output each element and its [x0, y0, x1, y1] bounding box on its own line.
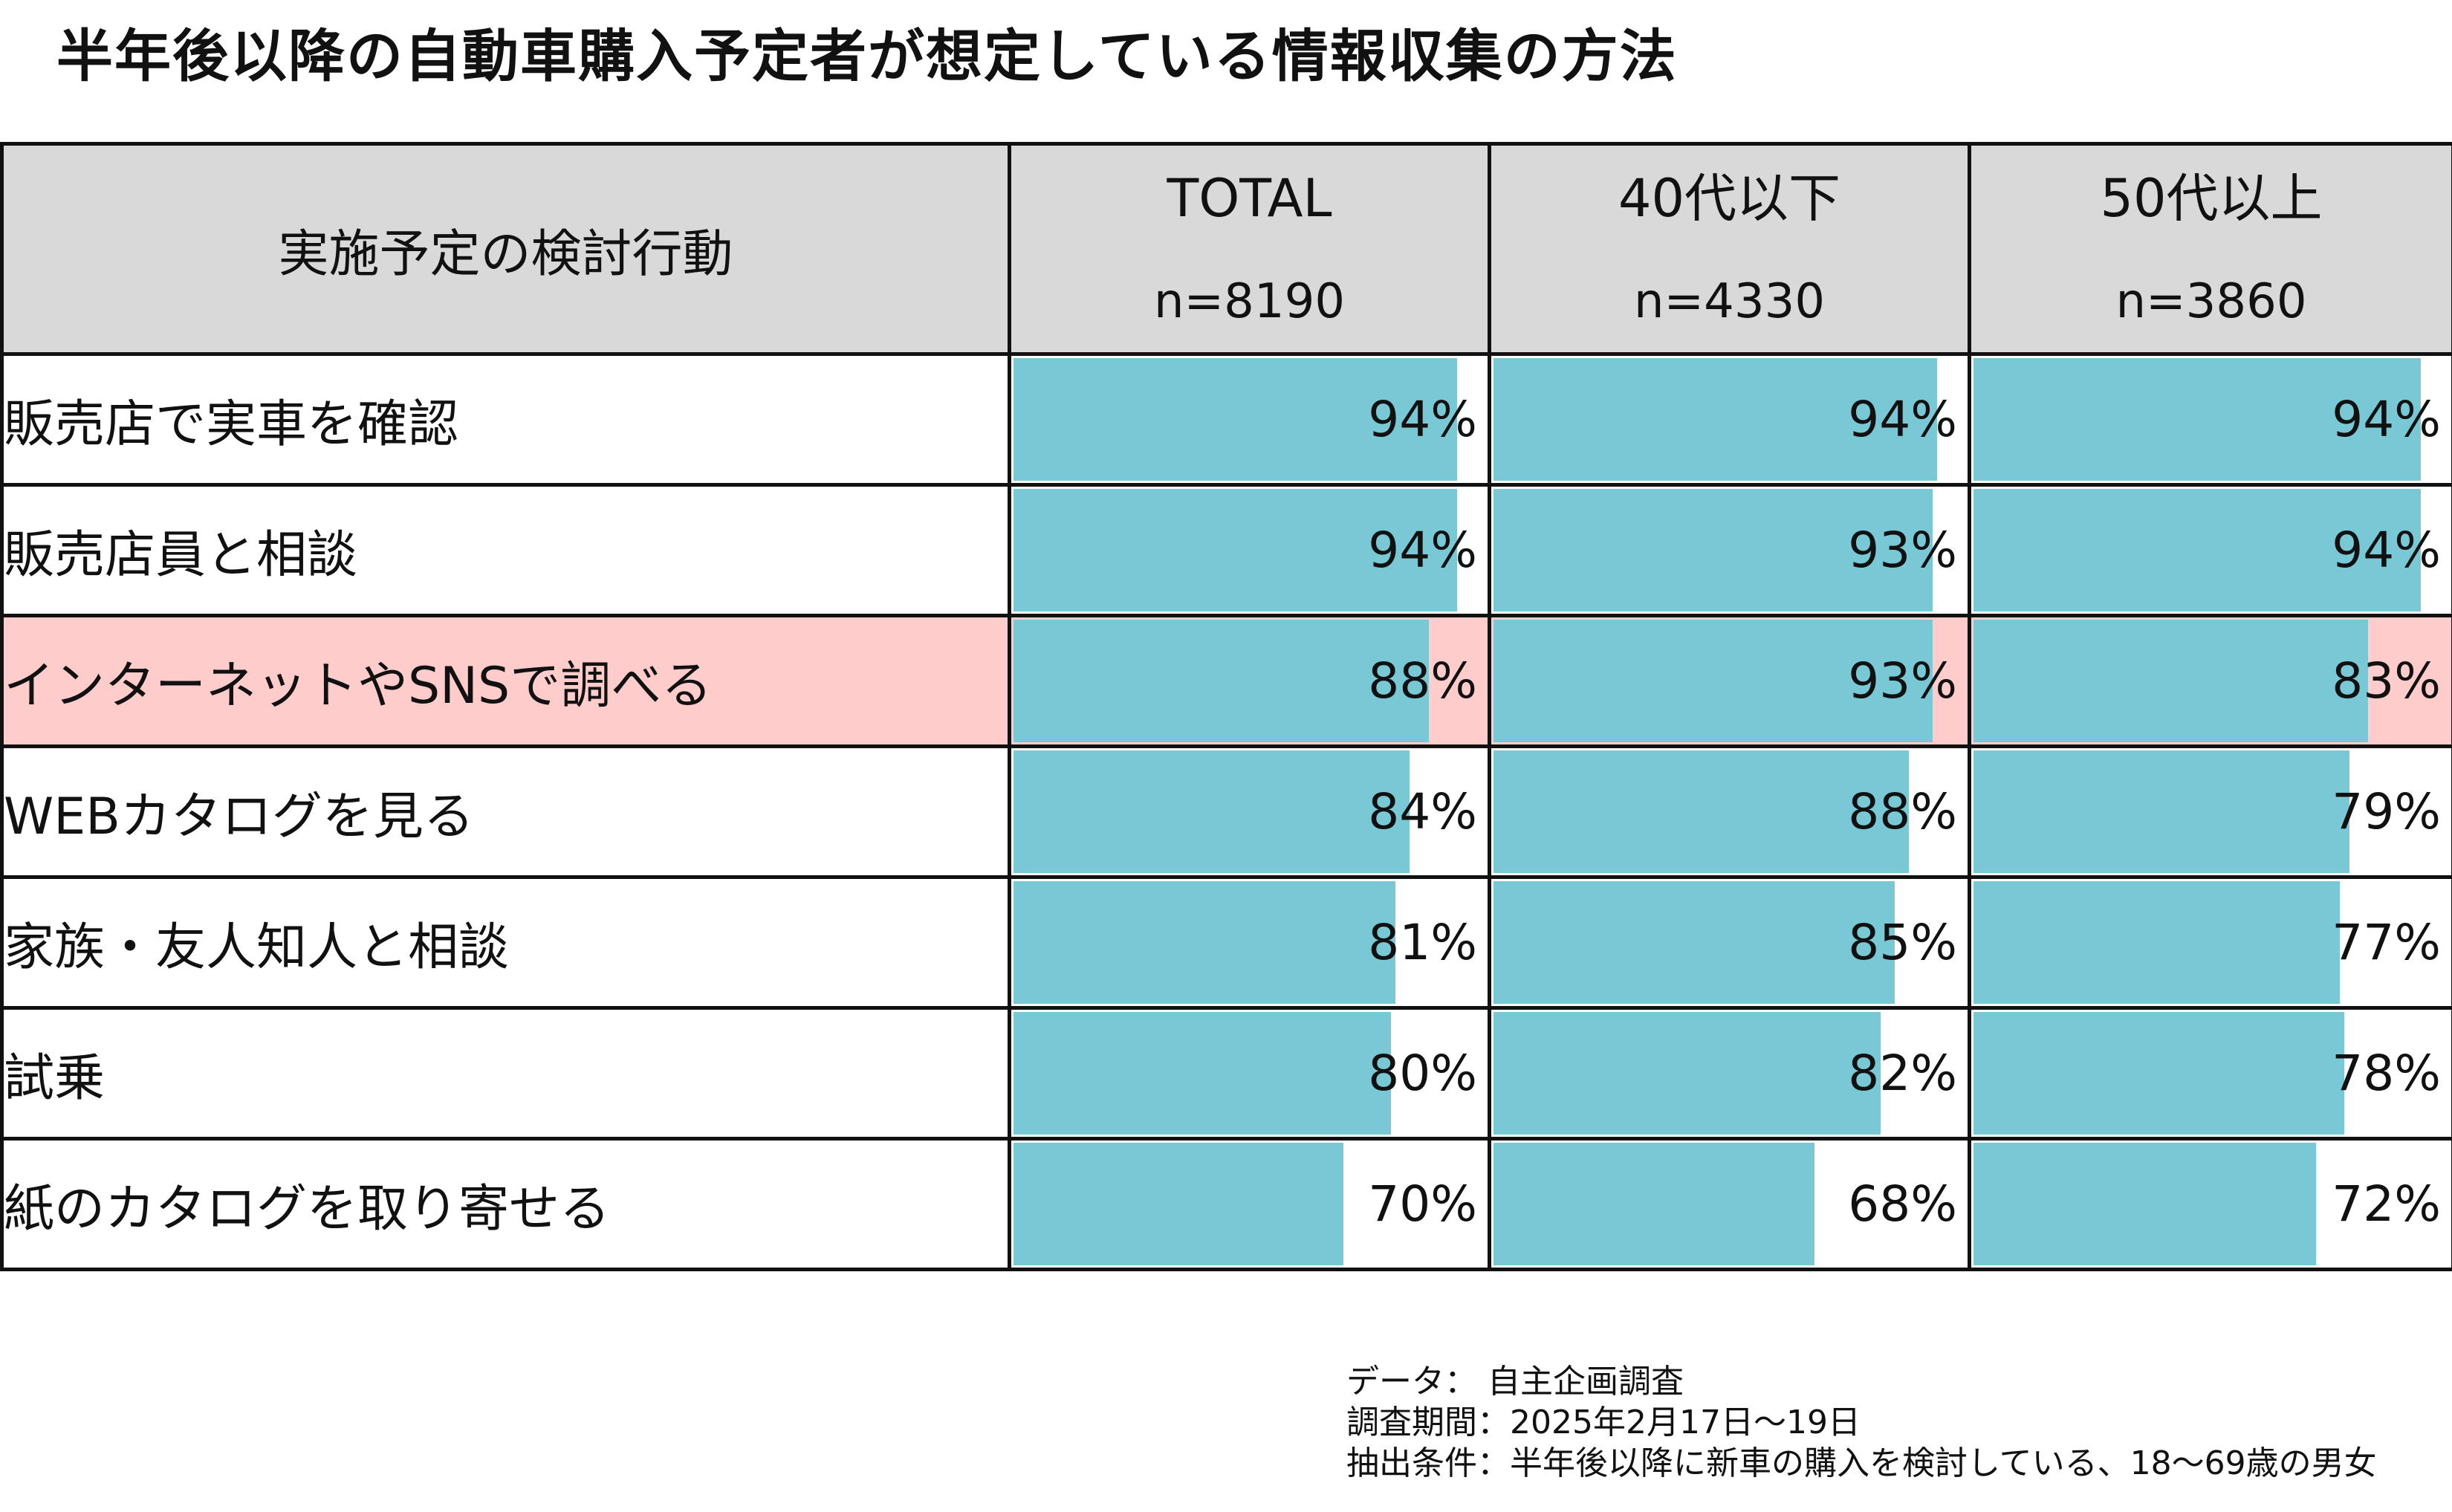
bar	[1493, 489, 1933, 611]
bar	[1973, 1143, 2316, 1265]
bar	[1973, 1012, 2345, 1135]
bar	[1013, 620, 1429, 742]
data-label: 93%	[1848, 521, 1957, 579]
bar	[1973, 881, 2340, 1004]
bar	[1973, 358, 2421, 481]
group-n: n=8190	[1153, 274, 1346, 329]
bar	[1493, 1012, 1881, 1135]
bar-cell: 70%	[1008, 1137, 1491, 1271]
header-row: 実施予定の検討行動 TOTAL n=8190 40代以下 n=4330 50代以…	[0, 142, 2452, 356]
table-row: 販売店員と相談 94% 93% 94%	[0, 483, 2452, 617]
group-header-40s-under: 40代以下 n=4330	[1488, 142, 1971, 356]
table-row: 試乗 80% 82% 78%	[0, 1006, 2452, 1141]
bar	[1973, 750, 2349, 873]
bar-cell: 93%	[1488, 483, 1971, 617]
bar-cell: 94%	[1488, 352, 1971, 487]
source-notes: データ： 自主企画調査 調査期間：2025年2月17日～19日 抽出条件：半年後…	[1346, 1361, 2377, 1484]
data-label: 93%	[1848, 652, 1957, 710]
bar-cell: 85%	[1488, 875, 1971, 1010]
data-label: 94%	[1368, 390, 1477, 448]
row-label: 試乗	[0, 1006, 1011, 1141]
bar-cell: 84%	[1008, 744, 1491, 879]
data-label: 88%	[1368, 652, 1477, 710]
bar	[1973, 489, 2421, 611]
data-label: 81%	[1368, 913, 1477, 971]
bar-cell: 80%	[1008, 1006, 1491, 1141]
group-name: 50代以上	[2100, 168, 2323, 229]
data-label: 77%	[2332, 913, 2441, 971]
bar	[1013, 1012, 1391, 1135]
bar-cell: 94%	[1008, 483, 1491, 617]
bar	[1973, 620, 2369, 742]
data-label: 80%	[1368, 1044, 1477, 1102]
row-label: インターネットやSNSで調べる	[0, 614, 1011, 748]
bar-cell: 82%	[1488, 1006, 1971, 1141]
row-label: 販売店員と相談	[0, 483, 1011, 617]
bar	[1013, 489, 1457, 611]
bar	[1013, 1143, 1344, 1265]
row-label: 紙のカタログを取り寄せる	[0, 1137, 1011, 1271]
table-row: 紙のカタログを取り寄せる 70% 68% 72%	[0, 1137, 2452, 1271]
data-table: 実施予定の検討行動 TOTAL n=8190 40代以下 n=4330 50代以…	[0, 142, 2452, 1271]
row-header-cell: 実施予定の検討行動	[0, 142, 1011, 356]
group-name: 40代以下	[1618, 168, 1841, 229]
bar-cell: 94%	[1968, 483, 2452, 617]
group-header-total: TOTAL n=8190	[1008, 142, 1491, 356]
chart-title: 半年後以降の自動車購入予定者が想定している情報収集の方法	[56, 23, 1678, 89]
bar-cell: 83%	[1968, 614, 2452, 748]
bar-cell: 94%	[1008, 352, 1491, 487]
group-n: n=4330	[1633, 274, 1826, 329]
bar-cell: 94%	[1968, 352, 2452, 487]
row-label: 家族・友人知人と相談	[0, 875, 1011, 1010]
bar-cell: 88%	[1008, 614, 1491, 748]
data-label: 82%	[1848, 1044, 1957, 1102]
group-header-50s-over: 50代以上 n=3860	[1968, 142, 2452, 356]
bar	[1493, 358, 1937, 481]
bar	[1013, 881, 1396, 1004]
bar-cell: 81%	[1008, 875, 1491, 1010]
row-label: 販売店で実車を確認	[0, 352, 1011, 487]
data-label: 94%	[1848, 390, 1957, 448]
bar-cell: 72%	[1968, 1137, 2452, 1271]
data-label: 88%	[1848, 782, 1957, 840]
table-row: 家族・友人知人と相談 81% 85% 77%	[0, 875, 2452, 1010]
bar	[1013, 358, 1457, 481]
data-label: 78%	[2332, 1044, 2441, 1102]
bar-cell: 88%	[1488, 744, 1971, 879]
data-label: 83%	[2332, 652, 2441, 710]
row-label: WEBカタログを見る	[0, 744, 1011, 879]
bar-cell: 93%	[1488, 614, 1971, 748]
data-label: 94%	[2332, 390, 2441, 448]
bar-cell: 77%	[1968, 875, 2452, 1010]
bar	[1013, 750, 1410, 873]
data-label: 79%	[2332, 782, 2441, 840]
data-label: 85%	[1848, 913, 1957, 971]
bar-cell: 78%	[1968, 1006, 2452, 1141]
bar	[1493, 750, 1909, 873]
note-survey-period: 調査期間：2025年2月17日～19日	[1346, 1404, 1861, 1441]
data-label: 94%	[1368, 521, 1477, 579]
data-label: 70%	[1368, 1175, 1477, 1233]
bar	[1493, 620, 1933, 742]
bar-cell: 68%	[1488, 1137, 1971, 1271]
bar-cell: 79%	[1968, 744, 2452, 879]
bar	[1493, 1143, 1814, 1265]
bar	[1493, 881, 1895, 1004]
data-label: 94%	[2332, 521, 2441, 579]
note-data-source: データ： 自主企画調査	[1346, 1363, 1684, 1401]
group-name: TOTAL	[1167, 168, 1332, 229]
table-row: 販売店で実車を確認 94% 94% 94%	[0, 352, 2452, 487]
data-label: 68%	[1848, 1175, 1957, 1233]
table-row: インターネットやSNSで調べる 88% 93% 83%	[0, 614, 2452, 748]
group-n: n=3860	[2115, 274, 2307, 329]
data-label: 72%	[2332, 1175, 2441, 1233]
data-label: 84%	[1368, 782, 1477, 840]
note-sample-condition: 抽出条件：半年後以降に新車の購入を検討している、18～69歳の男女	[1346, 1444, 2377, 1482]
table-row: WEBカタログを見る 84% 88% 79%	[0, 744, 2452, 879]
